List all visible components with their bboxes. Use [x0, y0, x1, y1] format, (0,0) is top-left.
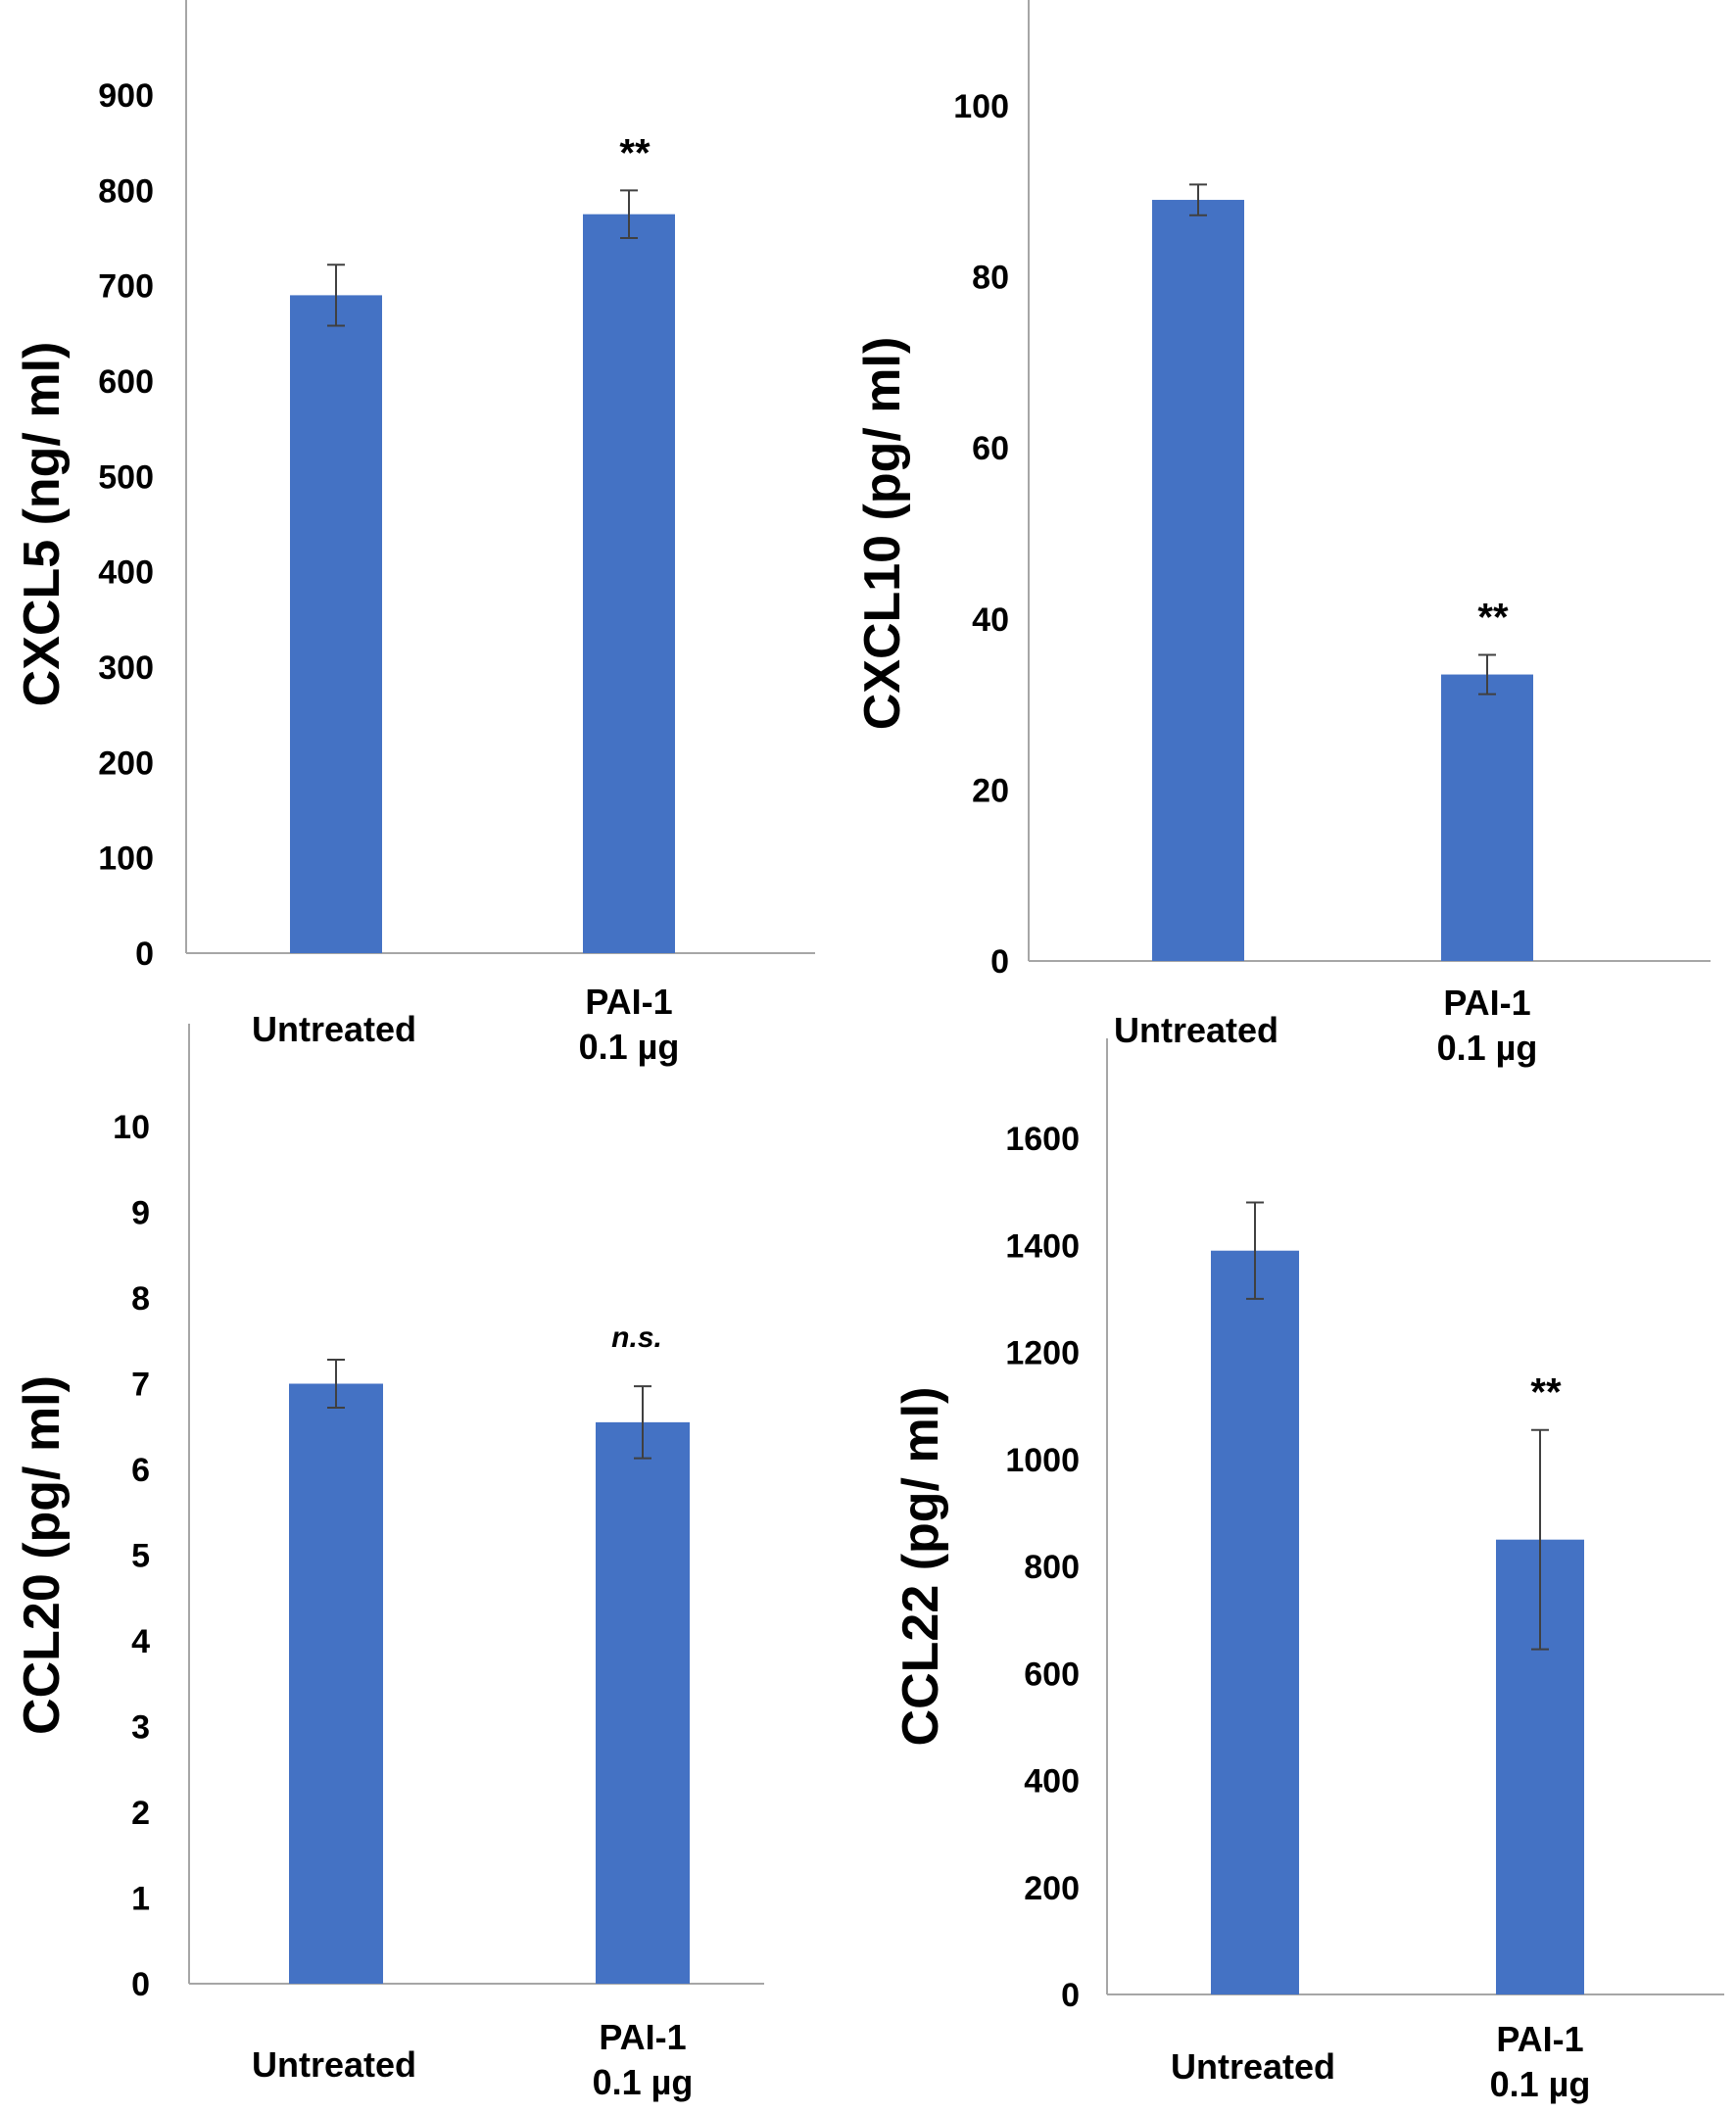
- bar: [596, 1421, 690, 1984]
- bar: [1211, 1250, 1299, 1994]
- significance-label: **: [1530, 1371, 1562, 1415]
- y-tick-label: 1200: [1005, 1335, 1080, 1372]
- y-tick-label: 100: [98, 840, 154, 878]
- chart-cxcl10: 0 20 40 60 80 100 CXCL10 (pg/ ml) Untreated ** PA…: [854, 0, 1711, 1068]
- y-axis-label: CCL20 (pg/ ml): [14, 1375, 71, 1735]
- y-tick-label: 1600: [1005, 1121, 1080, 1158]
- x-category-label: 0.1 µg: [1437, 1028, 1538, 1068]
- y-tick-label: 600: [98, 363, 154, 401]
- chart-ccl20: 0 1 2 3 4 5 6 7 8 9 10 CCL20 (pg/ ml) Untreated n.s. P…: [14, 1024, 764, 2102]
- x-category-label: Untreated: [252, 2044, 416, 2085]
- x-category-label: Untreated: [252, 1009, 416, 1049]
- y-axis-label: CXCL10 (pg/ ml): [854, 337, 911, 731]
- y-tick-label: 4: [131, 1623, 150, 1660]
- y-tick-label: 0: [990, 943, 1009, 981]
- y-tick-label: 5: [131, 1538, 150, 1575]
- y-tick-label: 0: [131, 1966, 150, 2003]
- y-tick-label: 40: [972, 601, 1009, 639]
- y-tick-label: 1: [131, 1881, 150, 1918]
- bar: [1152, 200, 1244, 961]
- y-tick-label: 1000: [1005, 1442, 1080, 1479]
- y-axis-label: CCL22 (pg/ ml): [892, 1387, 949, 1747]
- bar: [1441, 674, 1533, 961]
- y-tick-label: 600: [1024, 1656, 1080, 1693]
- y-tick-label: 10: [113, 1109, 150, 1146]
- y-tick-label: 20: [972, 772, 1009, 809]
- bar: [290, 295, 382, 953]
- y-tick-label: 200: [98, 744, 154, 782]
- chart-cxcl5: 0 100 200 300 400 500 600 700 800 900 CXCL5 (ng/ m…: [14, 0, 815, 1067]
- y-tick-label: 800: [1024, 1549, 1080, 1586]
- chart-ccl22: 0 200 400 600 800 1000 1200 1400 1600 CCL22 (pg/ …: [892, 1038, 1724, 2104]
- y-tick-label: 700: [98, 268, 154, 306]
- y-tick-label: 1400: [1005, 1227, 1080, 1265]
- y-tick-label: 60: [972, 430, 1009, 467]
- y-tick-label: 200: [1024, 1870, 1080, 1907]
- x-category-label: 0.1 µg: [1490, 2064, 1591, 2104]
- y-tick-label: 800: [98, 172, 154, 210]
- bar: [289, 1383, 383, 1984]
- x-category-label: Untreated: [1171, 2046, 1335, 2087]
- significance-label: **: [1477, 596, 1509, 639]
- y-tick-label: 900: [98, 77, 154, 115]
- y-tick-label: 6: [131, 1452, 150, 1489]
- y-tick-label: 9: [131, 1195, 150, 1232]
- y-tick-label: 400: [1024, 1763, 1080, 1801]
- y-axis-label: CXCL5 (ng/ ml): [14, 342, 71, 707]
- x-category-label: PAI-1: [1443, 983, 1530, 1023]
- significance-label: n.s.: [611, 1321, 662, 1354]
- x-category-label: PAI-1: [585, 982, 672, 1022]
- x-category-label: PAI-1: [1496, 2019, 1583, 2059]
- y-tick-label: 300: [98, 649, 154, 687]
- y-tick-label: 100: [953, 88, 1009, 125]
- y-tick-label: 400: [98, 554, 154, 592]
- y-tick-label: 2: [131, 1795, 150, 1832]
- y-tick-label: 0: [1061, 1977, 1080, 2014]
- y-tick-label: 500: [98, 458, 154, 496]
- y-tick-label: 3: [131, 1709, 150, 1747]
- y-tick-label: 8: [131, 1280, 150, 1318]
- bar: [583, 214, 675, 953]
- y-tick-label: 7: [131, 1367, 150, 1404]
- significance-label: **: [619, 131, 651, 174]
- x-category-label: 0.1 µg: [593, 2062, 694, 2102]
- y-tick-label: 80: [972, 260, 1009, 297]
- y-tick-label: 0: [135, 936, 154, 973]
- x-category-label: 0.1 µg: [579, 1027, 680, 1067]
- x-category-label: PAI-1: [599, 2017, 686, 2057]
- x-category-label: Untreated: [1114, 1010, 1278, 1050]
